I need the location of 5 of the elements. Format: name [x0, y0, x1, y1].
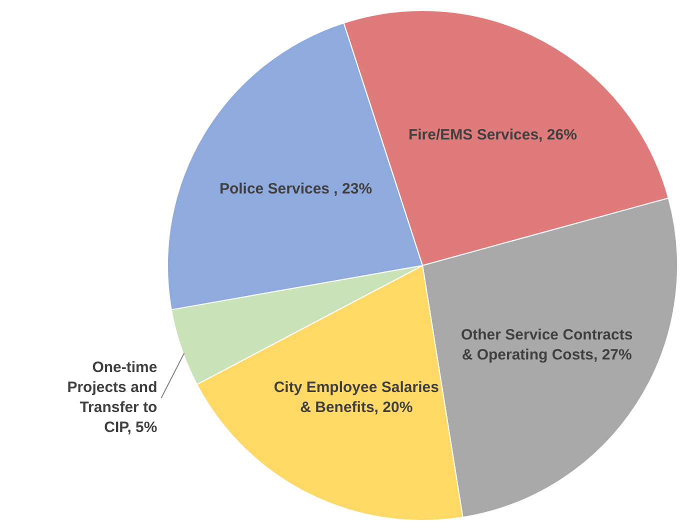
slice-label: One-time Projects and Transfer to CIP, 5%	[67, 359, 158, 436]
slice-label: Police Services , 23%	[219, 180, 372, 198]
slice-label: City Employee Salaries & Benefits, 20%	[274, 378, 439, 416]
slice-label: Fire/EMS Services, 26%	[408, 126, 577, 144]
slice-label: Other Service Contracts & Operating Costs, 27%	[460, 326, 633, 364]
